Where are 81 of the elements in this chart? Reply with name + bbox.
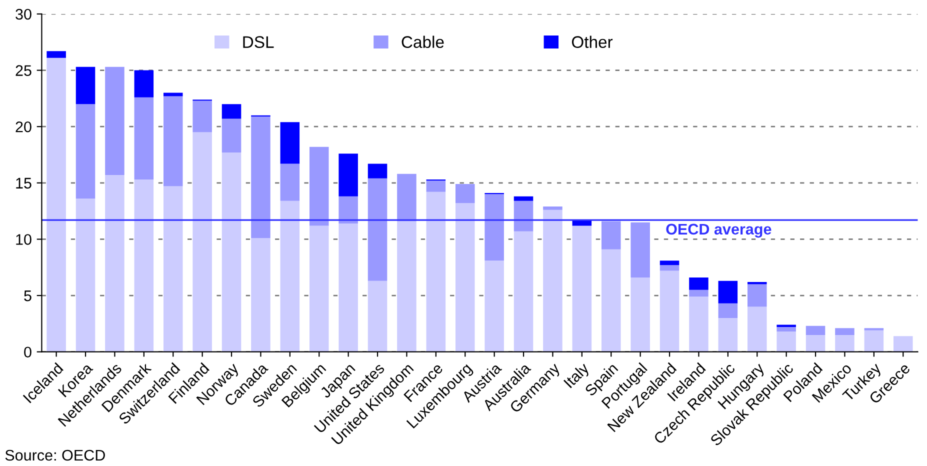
bar xyxy=(601,221,621,250)
y-tick-label: 0 xyxy=(24,346,32,358)
bar xyxy=(368,178,388,281)
legend-label: Other xyxy=(572,36,613,48)
bar xyxy=(192,132,212,352)
bar xyxy=(338,223,358,352)
y-tick-label: 30 xyxy=(16,8,32,20)
bar xyxy=(163,186,183,352)
bar xyxy=(397,174,416,222)
source-note: Source: OECD xyxy=(5,450,105,461)
bar xyxy=(76,198,96,352)
bar xyxy=(46,51,66,58)
bar xyxy=(338,196,358,224)
bar xyxy=(806,326,826,335)
bar xyxy=(309,226,329,352)
y-tick-label: 5 xyxy=(24,290,32,302)
bar xyxy=(630,278,650,352)
bar xyxy=(835,334,854,352)
bar xyxy=(689,290,708,297)
bar xyxy=(601,249,621,352)
bar xyxy=(835,328,854,335)
bar xyxy=(309,146,329,226)
bar xyxy=(280,122,300,164)
bar xyxy=(134,97,154,180)
bar xyxy=(543,210,562,352)
bar xyxy=(806,334,826,352)
bar xyxy=(222,104,242,119)
bar xyxy=(747,284,767,307)
y-tick-label: 20 xyxy=(16,121,32,132)
y-tick-label: 10 xyxy=(16,234,32,245)
bar xyxy=(484,194,504,261)
y-tick-label: 15 xyxy=(16,178,32,189)
bar xyxy=(134,180,154,352)
bar xyxy=(426,192,446,352)
bar xyxy=(864,330,884,352)
bar xyxy=(76,66,96,104)
bar xyxy=(776,324,796,328)
bar xyxy=(455,184,475,204)
bar xyxy=(630,222,650,278)
bar xyxy=(660,270,680,352)
bar xyxy=(718,318,738,352)
bar xyxy=(251,238,270,352)
bar xyxy=(222,152,242,352)
legend-label: DSL xyxy=(243,36,274,48)
bar xyxy=(368,164,388,178)
y-tick-label: 25 xyxy=(16,65,32,76)
bar xyxy=(163,96,183,186)
bar xyxy=(484,260,504,352)
bar xyxy=(46,58,66,352)
legend-label: Cable xyxy=(402,36,444,48)
ref-line-label: OECD average xyxy=(666,224,772,238)
bar xyxy=(689,296,708,352)
bar xyxy=(192,100,212,132)
bar xyxy=(134,70,154,98)
bar xyxy=(455,203,475,352)
bar xyxy=(163,92,183,96)
bar xyxy=(893,336,913,352)
bar xyxy=(572,226,592,352)
bar xyxy=(514,231,534,352)
bar xyxy=(338,154,358,196)
bar xyxy=(514,196,534,201)
bar xyxy=(776,327,796,332)
bar xyxy=(280,200,300,352)
bar xyxy=(660,265,680,271)
bar xyxy=(222,118,242,152)
bar xyxy=(718,303,738,318)
bar xyxy=(718,280,738,304)
bar xyxy=(251,116,270,238)
bar xyxy=(776,332,796,352)
bar xyxy=(426,180,446,192)
bar xyxy=(105,175,124,352)
bar xyxy=(105,66,124,176)
bar xyxy=(76,104,96,199)
bar xyxy=(368,280,388,352)
bar xyxy=(280,164,300,201)
bar xyxy=(660,260,680,266)
bar xyxy=(514,200,534,232)
bar xyxy=(543,206,562,210)
bar xyxy=(747,306,767,352)
bar xyxy=(397,221,416,352)
bar xyxy=(689,278,708,290)
